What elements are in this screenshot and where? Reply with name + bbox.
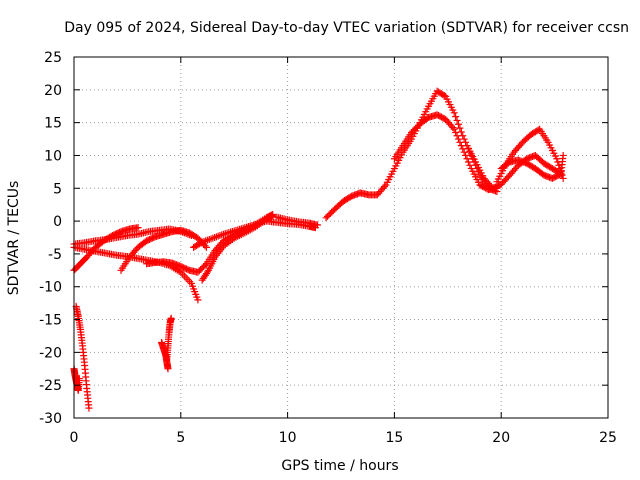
chart-title: Day 095 of 2024, Sidereal Day-to-day VTE… bbox=[64, 20, 629, 36]
data-point bbox=[454, 120, 462, 128]
y-tick-label: -15 bbox=[39, 313, 62, 329]
data-point bbox=[201, 242, 209, 250]
plot-frame bbox=[73, 56, 609, 419]
data-point bbox=[440, 92, 448, 100]
data-point bbox=[167, 314, 175, 322]
data-point bbox=[204, 268, 211, 276]
y-tick-label: 25 bbox=[44, 50, 62, 66]
y-tick-label: -20 bbox=[39, 345, 62, 361]
x-tick-label: 20 bbox=[492, 430, 510, 446]
data-point bbox=[456, 124, 464, 132]
data-point bbox=[194, 296, 202, 304]
data-point bbox=[452, 113, 460, 121]
data-point bbox=[460, 148, 468, 156]
y-tick-label: -30 bbox=[39, 411, 62, 427]
series-arc-l bbox=[493, 125, 567, 186]
data-point bbox=[314, 221, 322, 229]
x-axis-title: GPS time / hours bbox=[281, 458, 398, 474]
series-arc-h bbox=[273, 213, 322, 229]
data-point bbox=[202, 243, 210, 251]
data-point bbox=[449, 124, 457, 132]
y-tick-label: 5 bbox=[53, 181, 62, 197]
y-tick-label: 0 bbox=[53, 214, 62, 230]
data-point bbox=[269, 212, 277, 220]
data-point bbox=[201, 261, 209, 269]
data-point bbox=[452, 128, 460, 136]
series-arc-o bbox=[72, 302, 93, 412]
data-point bbox=[453, 132, 461, 140]
data-point bbox=[450, 125, 458, 133]
data-point bbox=[197, 239, 205, 247]
series-arc-i bbox=[322, 87, 501, 222]
data-point bbox=[559, 151, 567, 159]
data-point bbox=[553, 155, 561, 163]
data-point bbox=[164, 365, 172, 373]
data-point bbox=[466, 161, 474, 169]
x-tick-label: 15 bbox=[385, 430, 403, 446]
data-point bbox=[380, 183, 388, 191]
data-point bbox=[559, 174, 567, 182]
y-tick-label: 10 bbox=[44, 148, 62, 164]
series-arc-d bbox=[117, 226, 210, 274]
series-arc-q bbox=[163, 314, 175, 363]
x-tick-label: 25 bbox=[599, 430, 617, 446]
series-arc-c bbox=[70, 224, 142, 274]
series-arc-m bbox=[497, 151, 567, 182]
data-point bbox=[85, 404, 93, 412]
data-point bbox=[456, 138, 464, 146]
data-point bbox=[450, 109, 458, 117]
data-point bbox=[75, 375, 83, 383]
data-point bbox=[462, 151, 470, 159]
y-tick-label: 20 bbox=[44, 83, 62, 99]
data-points-layer bbox=[70, 87, 567, 412]
data-point bbox=[134, 224, 142, 232]
y-tick-label: -25 bbox=[39, 378, 62, 394]
y-tick-label: -5 bbox=[48, 247, 62, 263]
series-arc-f bbox=[198, 212, 277, 284]
series-arc-n bbox=[70, 365, 83, 394]
data-point bbox=[454, 135, 462, 143]
data-point bbox=[453, 116, 461, 124]
y-tick-label: 15 bbox=[44, 116, 62, 132]
x-tick-label: 0 bbox=[70, 430, 79, 446]
y-tick-label: -10 bbox=[39, 280, 62, 296]
axis-ticks-layer: 0 5 10 15 20 25 -30 -25 -20 -15 -10 -5 0 5 10 15 20 25 bbox=[39, 50, 617, 446]
grid-layer bbox=[74, 57, 608, 418]
data-point bbox=[556, 171, 564, 179]
data-point bbox=[464, 158, 472, 166]
y-axis-title: SDTVAR / TECUs bbox=[6, 181, 22, 296]
x-tick-label: 10 bbox=[279, 430, 297, 446]
data-point bbox=[463, 155, 471, 163]
x-tick-label: 5 bbox=[176, 430, 185, 446]
